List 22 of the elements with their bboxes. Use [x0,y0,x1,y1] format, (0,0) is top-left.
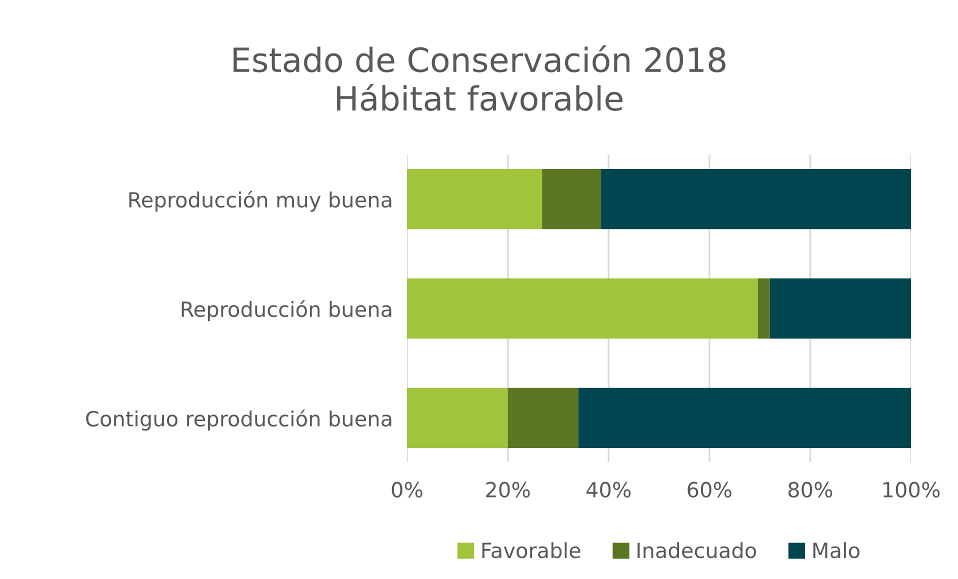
bar [407,168,542,230]
bar [407,388,508,448]
legend-label: Favorable [482,542,580,558]
y-tick-label: Reproducción muy buena [129,190,392,212]
chart-title: Estado de Conservación 2018 Hábitat favorable [234,45,726,111]
x-tick-label: 100% [884,482,940,498]
x-tick-label: 40% [586,482,631,498]
bar [407,278,758,339]
bar [542,168,602,230]
x-tick-label: 0% [392,482,422,498]
bar [758,278,770,339]
bar [578,388,911,448]
x-tick-label: 80% [788,482,832,498]
legend-label: Malo [813,542,860,558]
x-tick-label: 60% [688,482,732,498]
x-tick-label: 20% [486,482,530,498]
bar [508,388,578,448]
bar [601,168,911,230]
bar [770,278,911,339]
y-tick-label: Contiguo reproducción buena [86,410,392,431]
legend-label: Inadecuado [638,542,756,558]
y-tick-label: Reproducción buena [182,300,392,322]
